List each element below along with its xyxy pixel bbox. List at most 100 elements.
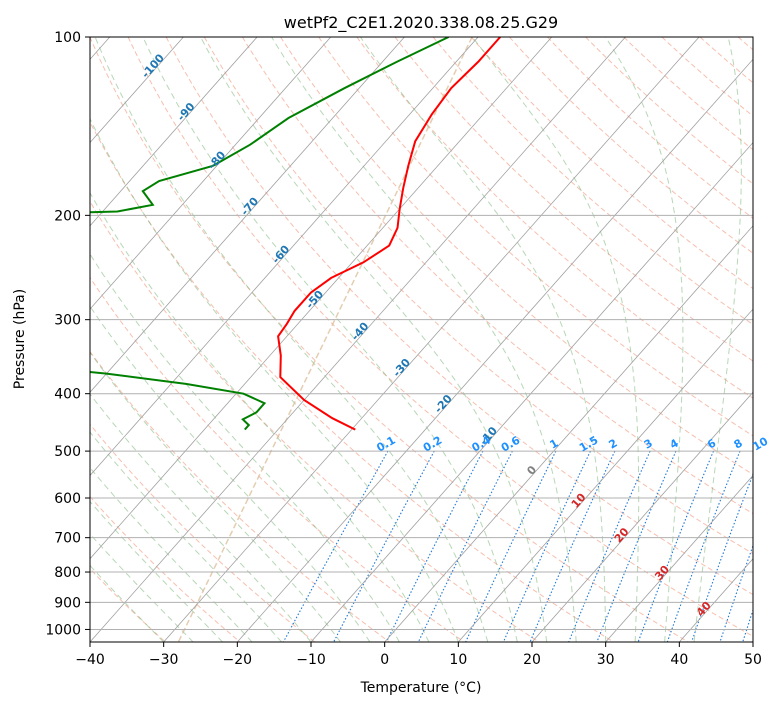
moist-adiabat: [90, 351, 341, 642]
isotherm-label: 10: [569, 491, 589, 511]
isotherm-label: -70: [238, 195, 261, 219]
dry-adiabat: [623, 37, 753, 151]
moist-adiabat: [605, 37, 684, 642]
isotherm: [90, 37, 626, 642]
isotherm-label: -60: [269, 242, 292, 266]
isotherm: [605, 474, 753, 642]
isotherm: [458, 308, 753, 642]
mixing-ratio-line: [769, 451, 775, 642]
mixing-ratio-line: [502, 450, 591, 642]
x-tick-label: 50: [744, 652, 762, 668]
mixing-ratio-label: 2: [606, 437, 619, 452]
isotherm-label: -80: [205, 148, 228, 172]
mixing-ratio-label: 6: [705, 436, 718, 451]
mixing-ratio-line: [719, 544, 753, 642]
dry-adiabat: [661, 37, 753, 117]
dry-adiabat: [90, 276, 465, 642]
mixing-ratio-line: [417, 450, 513, 642]
dry-adiabat: [203, 37, 753, 555]
x-tick-label: −10: [296, 652, 326, 668]
dry-adiabat: [356, 37, 753, 399]
mixing-ratio-line: [385, 450, 484, 642]
dry-adiabat: [470, 37, 753, 290]
isotherm: [90, 37, 332, 310]
mixing-ratio-line: [637, 450, 715, 642]
y-tick-label: 400: [54, 387, 81, 403]
isotherm: [679, 558, 753, 642]
isotherm-label: -50: [303, 288, 326, 312]
isotherm: [90, 37, 405, 393]
isotherm-label: 20: [612, 525, 632, 545]
isotherm-label: -90: [175, 100, 198, 124]
mixing-ratio-line: [529, 450, 616, 642]
dry-adiabat: [547, 37, 753, 219]
isotherm: [90, 37, 553, 560]
x-tick-label: −40: [75, 652, 105, 668]
x-tick-label: 30: [597, 652, 615, 668]
y-axis-label: Pressure (hPa): [12, 289, 28, 389]
moist-adiabat: [90, 393, 312, 642]
dry-adiabat: [280, 37, 753, 476]
moist-adiabat: [271, 37, 577, 642]
dry-adiabat: [699, 37, 753, 84]
moist-adiabat: [90, 305, 371, 642]
y-tick-label: 800: [54, 565, 81, 581]
x-axis: −40 −30 −20 −10 0 10 20 30 40 50: [75, 642, 762, 668]
dry-adiabat: [90, 37, 689, 642]
dry-adiabat: [509, 37, 753, 254]
moist-adiabat: [90, 253, 400, 642]
x-tick-label: 0: [380, 652, 389, 668]
mixing-ratio-label: 1: [548, 437, 561, 452]
y-tick-label: 700: [54, 531, 81, 547]
isotherm-label: -100: [139, 51, 167, 80]
dry-adiabat: [90, 350, 390, 642]
y-tick-label: 900: [54, 595, 81, 611]
isotherm: [90, 37, 258, 227]
y-tick-label: 1000: [45, 622, 81, 638]
mixing-ratio-line: [282, 450, 389, 642]
moist-adiabat: [90, 191, 430, 642]
moist-adiabat: [90, 466, 253, 642]
isotherm: [384, 225, 753, 642]
dry-adiabat: [127, 37, 753, 637]
isotherm: [752, 641, 753, 642]
isotherm-label: 0: [524, 463, 539, 478]
isotherm: [163, 37, 700, 642]
moist-adiabat: [90, 117, 459, 642]
isotherm: [237, 58, 753, 642]
y-tick-label: 600: [54, 491, 81, 507]
isotherm: [310, 141, 753, 642]
isotherm-label: -40: [349, 320, 372, 344]
moist-adiabat: [94, 37, 489, 642]
isotherm-label: -20: [432, 392, 455, 416]
dry-adiabat: [165, 37, 753, 596]
dry-adiabat: [90, 200, 540, 642]
profile-line: [90, 37, 450, 431]
isotherm: [531, 391, 753, 642]
moist-adiabat: [472, 37, 640, 642]
isotherm: [90, 37, 184, 144]
x-tick-label: 20: [523, 652, 541, 668]
x-tick-label: 10: [449, 652, 467, 668]
x-tick-label: 40: [670, 652, 688, 668]
dry-adiabat: [394, 37, 753, 362]
y-tick-label: 500: [54, 444, 81, 460]
dry-adiabat: [90, 423, 316, 642]
profile-line: [277, 37, 501, 431]
mixing-ratio-line: [742, 608, 753, 642]
y-tick-label: 200: [54, 208, 81, 224]
y-axis: 100 200 300 400 500 600 700 800 900 1000: [45, 30, 90, 638]
background-guides: [90, 37, 775, 642]
moist-adiabat: [90, 500, 223, 642]
moist-adiabat: [90, 431, 282, 642]
moist-adiabat: [200, 37, 548, 642]
dry-adiabat: [241, 37, 753, 515]
dry-adiabat: [737, 37, 753, 51]
x-tick-label: −20: [223, 652, 253, 668]
chart-title: wetPf2_C2E1.2020.338.08.25.G29: [284, 13, 558, 33]
plot-frame: [89, 36, 754, 643]
profile-series: [90, 37, 501, 431]
moist-adiabat: [693, 37, 742, 642]
dry-adiabat: [432, 37, 753, 326]
